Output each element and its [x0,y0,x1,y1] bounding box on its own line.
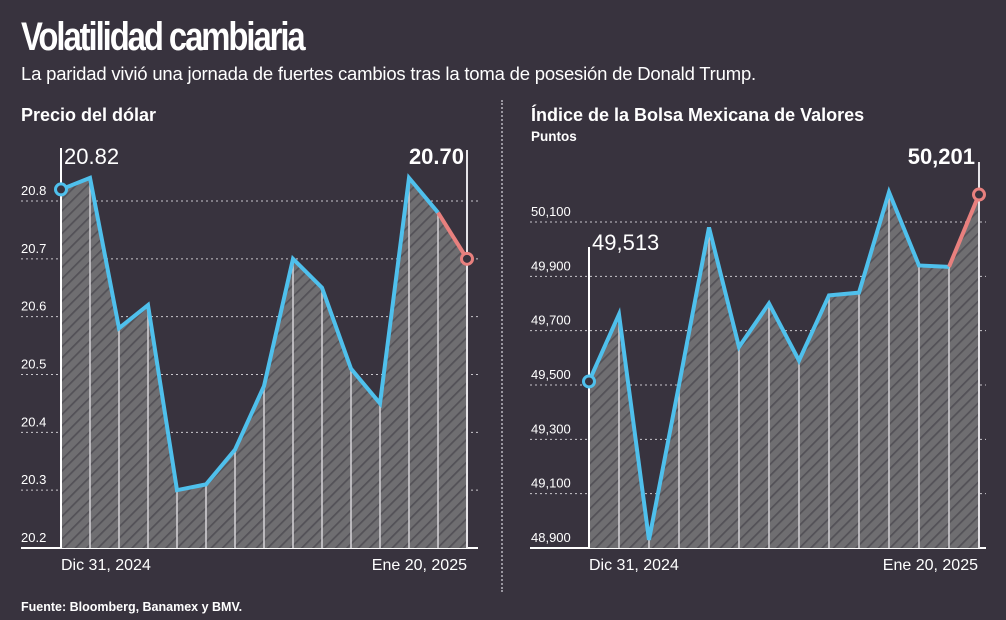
y-axis-ticks: 48,900 49,100 49,300 49,500 49,700 49,900 50,1… [531,204,571,545]
last-segment-path [436,211,469,260]
y-tick-label: 20.3 [21,472,46,487]
vertical-lines [60,148,468,548]
y-tick-label: 49,900 [531,258,571,273]
chart-bmv-index: Índice de la Bolsa Mexicana de Valores P… [530,104,986,574]
chart-dollar-price: Precio del dólar 20.220.320.420.520.620.… [21,105,478,574]
x-tick-label-start: Dic 31, 2024 [589,557,679,574]
page-title: Volatilidad cambiaria [21,15,306,59]
y-tick-label: 49,700 [531,313,571,328]
markers [582,187,986,389]
start-value-label: 49,513 [592,230,659,255]
y-tick-label: 20.5 [21,357,46,372]
x-tick-label-start: Dic 31, 2024 [61,557,151,574]
series-path [60,173,440,493]
vertical-lines [588,162,980,548]
x-tick-label-end: Ene 20, 2025 [372,557,467,574]
end-point-marker [972,187,986,202]
y-tick-label: 48,900 [531,530,571,545]
end-value-label: 20.70 [409,144,464,169]
y-tick-label: 20.2 [21,530,46,545]
x-tick-label-end: Ene 20, 2025 [883,557,978,574]
area-fill [61,177,467,548]
series-line [587,186,981,541]
page-subtitle: La paridad vivió una jornada de fuertes … [21,63,756,84]
end-point-marker [460,251,474,266]
y-tick-label: 50,100 [531,204,571,219]
y-tick-label: 20.8 [21,183,46,198]
markers [54,182,474,266]
series-path [587,186,950,541]
source-note: Fuente: Bloomberg, Banamex y BMV. [21,600,243,614]
y-tick-label: 49,100 [531,476,571,491]
chart-subtitle: Puntos [531,129,577,144]
y-tick-label: 20.6 [21,299,46,314]
y-tick-label: 20.4 [21,414,46,429]
series-line [60,173,469,493]
area-fill [589,192,979,548]
y-tick-label: 20.7 [21,241,46,256]
chart-title: Precio del dólar [21,105,156,125]
end-value-label: 50,201 [908,144,975,169]
start-point-marker [582,374,596,389]
chart-title: Índice de la Bolsa Mexicana de Valores [531,104,864,125]
start-point-marker [54,182,68,197]
start-value-label: 20.82 [64,144,119,169]
last-segment-path [947,193,981,268]
area-shape [589,192,979,548]
y-tick-label: 49,300 [531,421,571,436]
y-axis-ticks: 20.2 20.3 20.4 20.5 20.6 20.7 20.8 [21,183,46,545]
area-shape [61,177,467,548]
chart-divider [501,100,503,592]
y-tick-label: 49,500 [531,367,571,382]
